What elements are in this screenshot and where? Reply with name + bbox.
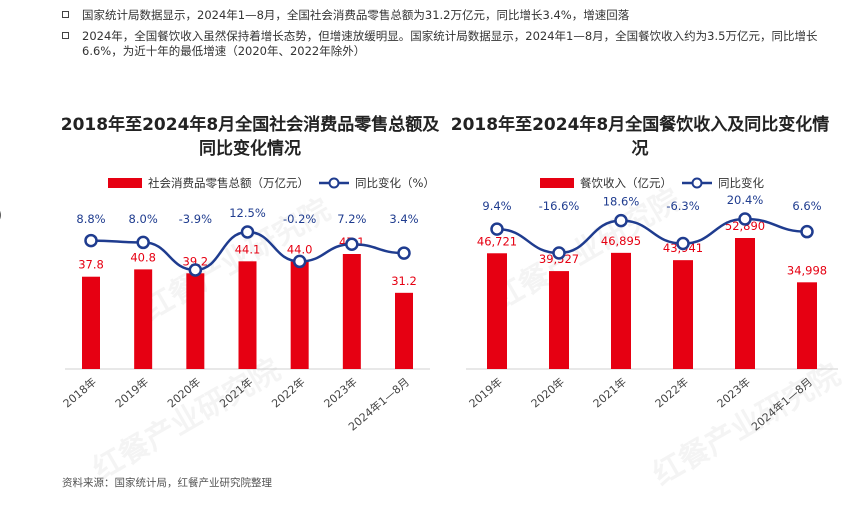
legend-label-bar: 餐饮收入（亿元） [580,176,672,190]
line-point [738,212,752,226]
x-tick-label: 2019年 [112,375,151,411]
bullet-list: 国家统计局数据显示，2024年1—8月，全国社会消费品零售总额为31.2万亿元，… [62,8,842,65]
line-value-label: -6.3% [666,199,699,213]
line-value-label: 20.4% [727,193,764,207]
line-point [614,213,628,228]
line-value-label: 18.6% [603,195,640,209]
bar-value-label: 46,721 [477,234,517,248]
legend-swatch-marker [691,177,703,189]
x-tick-label: 2023年 [321,375,360,411]
bullet-text: 2024年，全国餐饮收入虽然保持着增长态势，但增速放缓明显。国家统计局数据显示，… [82,29,818,58]
bar [134,269,153,369]
edge-bracket-glyph: ) [0,205,2,224]
bar-value-label: 46,895 [601,234,641,248]
bar [549,271,569,369]
line-value-label: 12.5% [229,206,266,220]
bar [673,260,693,369]
line-point [188,263,203,277]
x-tick-label: 2019年 [466,375,505,411]
bar-value-label: 40.8 [130,250,156,264]
line-value-label: 7.2% [337,212,366,226]
line-value-label: -3.9% [179,212,212,226]
bar-value-label: 31.2 [391,274,417,288]
line-point [136,235,150,250]
line-value-label: 3.4% [389,212,418,226]
line-value-label: 6.6% [792,199,821,213]
line-value-label: 8.0% [129,212,158,226]
line-value-label: 9.4% [482,199,511,213]
x-tick-label: 2021年 [590,375,629,411]
legend-label-bar: 社会消费品零售总额（万亿元） [148,176,309,190]
chart-title-catering: 2018年至2024年8月全国餐饮收入及同比变化情况 [450,115,830,159]
square-bullet-icon [62,32,69,39]
line-point [345,237,359,252]
bar [797,282,817,369]
line-point [292,254,307,269]
bar-value-label: 44.1 [235,242,261,256]
bar [82,276,100,369]
legend-label-line: 同比变化 [718,176,764,190]
legend-swatch-bar [108,178,142,188]
bar-value-label: 37.8 [78,258,104,272]
bar-value-label: 34,998 [787,263,827,277]
bar [238,261,257,369]
line-point [84,233,98,248]
legend-swatch-marker [328,177,340,189]
bar-value-label: 52,890 [725,219,765,233]
x-tick-label: 2022年 [269,375,308,411]
line-value-label: -16.6% [539,199,580,213]
x-tick-label: 2021年 [217,375,256,411]
line-point [552,246,566,260]
square-bullet-icon [62,11,69,18]
legend-label-line: 同比变化（%） [355,176,435,190]
source-note: 资料来源：国家统计局，红餐产业研究院整理 [62,477,272,489]
bar [611,252,631,369]
bar [186,273,205,369]
bar [395,292,413,369]
x-tick-label: 2020年 [528,375,567,411]
x-tick-label: 2024年1—8月 [748,375,814,434]
line-point [800,224,814,239]
bar [735,238,755,369]
x-tick-label: 2023年 [714,375,753,411]
bar [342,254,361,369]
legend-swatch-bar [540,178,574,188]
bullet-item: 国家统计局数据显示，2024年1—8月，全国社会消费品零售总额为31.2万亿元，… [62,8,842,23]
bar [487,253,507,369]
line-point [676,236,690,251]
line-point [240,225,255,239]
x-tick-label: 2022年 [652,375,691,411]
line-point [397,246,411,260]
x-tick-label: 2020年 [164,375,203,411]
bar-value-label: 39.2 [183,254,209,268]
bullet-text: 国家统计局数据显示，2024年1—8月，全国社会消费品零售总额为31.2万亿元，… [82,8,630,22]
bar-value-label: 44.0 [287,243,313,257]
chart-title-retail: 2018年至2024年8月全国社会消费品零售总额及同比变化情况 [60,115,440,159]
bar [290,261,309,369]
x-tick-label: 2018年 [60,375,99,411]
line-value-label: 8.8% [76,212,105,226]
line-value-label: -0.2% [283,212,316,226]
bullet-item: 2024年，全国餐饮收入虽然保持着增长态势，但增速放缓明显。国家统计局数据显示，… [62,29,842,59]
line-point [490,222,504,236]
